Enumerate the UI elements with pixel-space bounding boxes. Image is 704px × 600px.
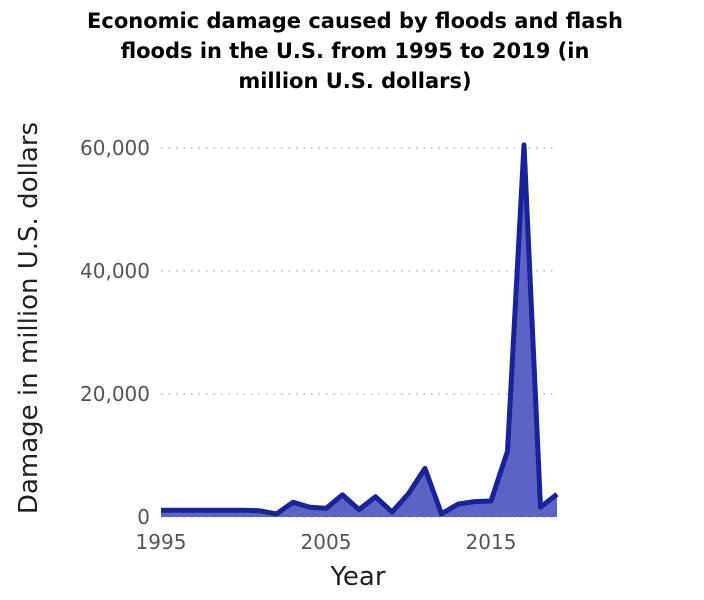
x-axis-label: Year bbox=[329, 562, 385, 592]
area bbox=[161, 144, 557, 518]
chart-title: floods in the U.S. from 1995 to 2019 (in bbox=[121, 39, 590, 63]
y-tick-label: 60,000 bbox=[80, 136, 150, 160]
chart-title: million U.S. dollars) bbox=[238, 69, 471, 93]
y-axis-label: Damage in million U.S. dollars bbox=[14, 122, 44, 514]
line bbox=[161, 142, 559, 517]
y-tick-label: 20,000 bbox=[80, 382, 150, 406]
x-tick-label: 2005 bbox=[301, 530, 352, 554]
y-tick-label: 0 bbox=[137, 505, 150, 529]
x-tick-label: 2015 bbox=[466, 530, 517, 554]
y-tick-label: 40,000 bbox=[80, 259, 150, 283]
chart-title: Economic damage caused by floods and fla… bbox=[87, 9, 623, 33]
x-tick-label: 1995 bbox=[136, 530, 187, 554]
